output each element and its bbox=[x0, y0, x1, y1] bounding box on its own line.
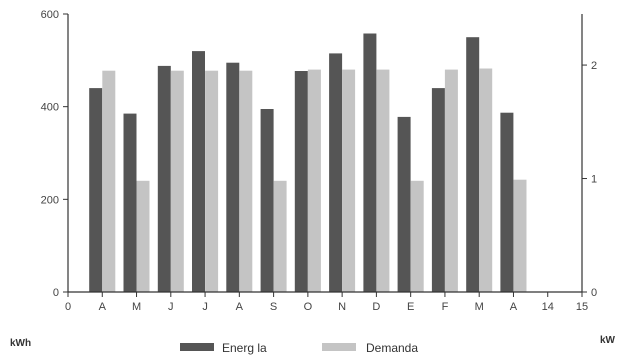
x-tick-label: N bbox=[338, 301, 346, 313]
legend-label-energia: Energ la bbox=[222, 341, 267, 355]
x-tick-label: E bbox=[407, 301, 414, 313]
axes-layer bbox=[67, 14, 583, 293]
bar-demanda bbox=[513, 179, 527, 292]
bar-energia bbox=[363, 33, 377, 292]
x-tick-label: M bbox=[132, 301, 141, 313]
x-tick-label: A bbox=[99, 301, 107, 313]
ticks-layer: 0 200 400 600 0 1 2 0 A M J J A S O N D E F M A 14 15 bbox=[41, 9, 597, 313]
bar-demanda bbox=[102, 70, 116, 292]
x-tick-label: F bbox=[442, 301, 449, 313]
bar-demanda bbox=[239, 70, 253, 292]
y-left-tick-label: 600 bbox=[41, 9, 59, 21]
bar-energia bbox=[397, 116, 411, 293]
legend-swatch-energia bbox=[180, 343, 214, 351]
bar-energia bbox=[294, 71, 308, 292]
x-tick-label: J bbox=[202, 301, 208, 313]
bar-demanda bbox=[205, 70, 219, 292]
y-left-unit-label: kWh bbox=[10, 338, 31, 349]
y-right-tick-label: 0 bbox=[591, 287, 597, 299]
x-tick-label: 0 bbox=[65, 301, 71, 313]
x-tick-label: A bbox=[236, 301, 244, 313]
bar-energia bbox=[431, 88, 445, 292]
y-right-unit-label: kW bbox=[600, 335, 616, 346]
y-right-tick-label: 2 bbox=[591, 60, 597, 72]
bar-energia bbox=[89, 88, 103, 292]
bar-energia bbox=[329, 53, 343, 293]
y-left-tick-label: 200 bbox=[41, 194, 59, 206]
bar-demanda bbox=[342, 69, 356, 292]
x-tick-label: M bbox=[475, 301, 484, 313]
bar-demanda bbox=[273, 180, 287, 292]
bar-energia bbox=[157, 65, 171, 293]
bar-demanda bbox=[444, 69, 458, 292]
bar-energia bbox=[500, 112, 514, 292]
x-tick-label: A bbox=[510, 301, 518, 313]
bar-demanda bbox=[376, 69, 390, 292]
legend-label-demanda: Demanda bbox=[366, 341, 418, 355]
x-tick-label: J bbox=[168, 301, 174, 313]
y-left-tick-label: 0 bbox=[53, 287, 59, 299]
bars-layer bbox=[89, 33, 527, 293]
x-tick-label: D bbox=[372, 301, 380, 313]
bar-energia bbox=[466, 37, 480, 293]
bar-energia bbox=[260, 109, 274, 292]
bar-demanda bbox=[479, 68, 493, 292]
y-right-tick-label: 1 bbox=[591, 174, 597, 186]
legend-swatch-demanda bbox=[322, 343, 356, 351]
x-tick-label: O bbox=[304, 301, 313, 313]
bar-demanda bbox=[170, 70, 184, 292]
x-tick-label: S bbox=[270, 301, 277, 313]
y-left-tick-label: 400 bbox=[41, 102, 59, 114]
x-tick-label: 14 bbox=[542, 301, 554, 313]
legend: Energ la Demanda bbox=[180, 341, 418, 355]
bar-energia bbox=[226, 62, 240, 293]
x-tick-label: 15 bbox=[576, 301, 588, 313]
bar-demanda bbox=[410, 180, 424, 292]
bar-energia bbox=[123, 113, 137, 292]
bar-demanda bbox=[136, 180, 150, 292]
bar-demanda bbox=[307, 69, 321, 292]
bar-energia bbox=[192, 51, 205, 292]
